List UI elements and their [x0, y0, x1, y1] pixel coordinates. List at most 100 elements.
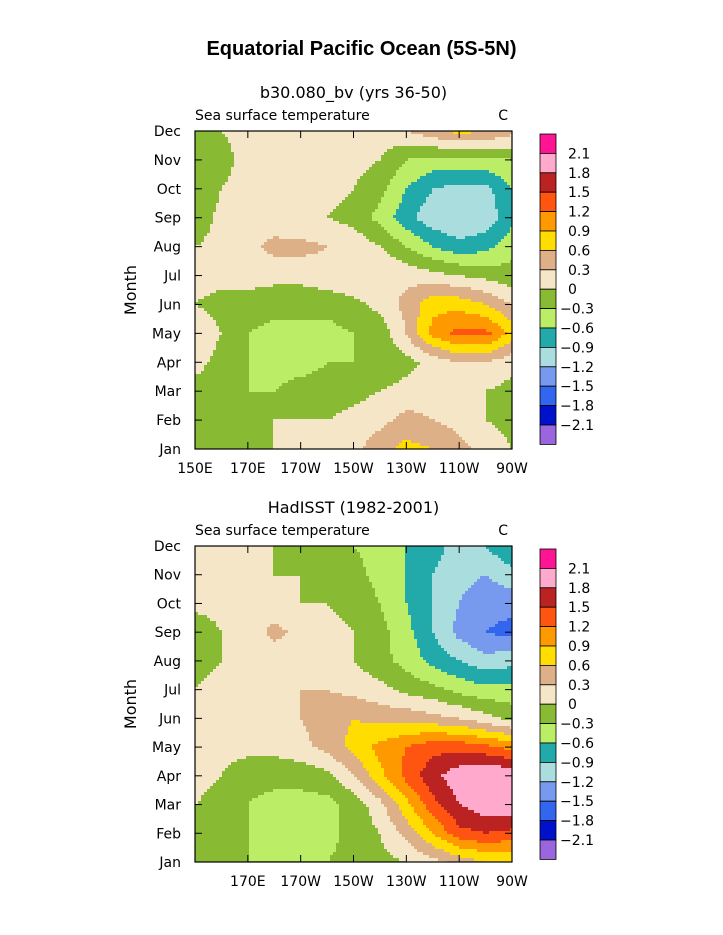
sst-cell [441, 179, 444, 182]
sst-cell [342, 161, 345, 164]
sst-cell [213, 233, 216, 236]
sst-cell [435, 245, 438, 248]
sst-cell [447, 230, 450, 233]
sst-cell [240, 179, 243, 182]
sst-cell [213, 239, 216, 242]
sst-cell [282, 206, 285, 209]
sst-cell [438, 260, 441, 263]
sst-cell [237, 221, 240, 224]
sst-cell [285, 143, 288, 146]
sst-cell [375, 242, 378, 245]
sst-cell [411, 152, 414, 155]
sst-cell [489, 266, 492, 269]
sst-cell [381, 149, 384, 152]
sst-cell [396, 185, 399, 188]
sst-cell [390, 263, 393, 266]
sst-cell [327, 254, 330, 257]
sst-cell [462, 212, 465, 215]
sst-cell [402, 206, 405, 209]
sst-cell [375, 173, 378, 176]
sst-cell [312, 230, 315, 233]
sst-cell [405, 257, 408, 260]
sst-cell [240, 242, 243, 245]
sst-cell [354, 212, 357, 215]
sst-cell [438, 212, 441, 215]
sst-cell [351, 179, 354, 182]
sst-cell [243, 227, 246, 230]
sst-cell [420, 227, 423, 230]
sst-cell [411, 212, 414, 215]
sst-cell [375, 149, 378, 152]
sst-cell [306, 167, 309, 170]
sst-cell [246, 206, 249, 209]
sst-cell [429, 209, 432, 212]
sst-cell [255, 155, 258, 158]
sst-cell [249, 266, 252, 269]
sst-cell [249, 209, 252, 212]
sst-cell [468, 179, 471, 182]
sst-cell [201, 146, 204, 149]
sst-cell [402, 158, 405, 161]
sst-cell [267, 212, 270, 215]
sst-cell [273, 134, 276, 137]
sst-cell [348, 251, 351, 254]
sst-cell [321, 134, 324, 137]
sst-cell [462, 179, 465, 182]
sst-cell [321, 266, 324, 269]
sst-cell [264, 191, 267, 194]
sst-cell [255, 206, 258, 209]
sst-cell [201, 182, 204, 185]
sst-cell [393, 260, 396, 263]
sst-cell [378, 260, 381, 263]
sst-cell [459, 206, 462, 209]
sst-cell [411, 143, 414, 146]
sst-cell [444, 149, 447, 152]
sst-cell [276, 209, 279, 212]
sst-cell [489, 149, 492, 152]
sst-cell [219, 155, 222, 158]
sst-cell [330, 197, 333, 200]
sst-cell [372, 152, 375, 155]
sst-cell [345, 137, 348, 140]
sst-cell [429, 152, 432, 155]
sst-cell [471, 224, 474, 227]
sst-cell [486, 206, 489, 209]
sst-cell [468, 149, 471, 152]
sst-cell [378, 233, 381, 236]
sst-cell [267, 164, 270, 167]
sst-cell [405, 197, 408, 200]
sst-cell [219, 227, 222, 230]
sst-cell [393, 185, 396, 188]
sst-cell [375, 206, 378, 209]
sst-cell [234, 155, 237, 158]
sst-cell [231, 140, 234, 143]
sst-cell [258, 206, 261, 209]
sst-cell [291, 236, 294, 239]
sst-cell [390, 269, 393, 272]
sst-cell [285, 260, 288, 263]
sst-cell [249, 200, 252, 203]
sst-cell [459, 149, 462, 152]
sst-cell [240, 227, 243, 230]
sst-cell [213, 194, 216, 197]
sst-cell [477, 155, 480, 158]
sst-cell [375, 182, 378, 185]
sst-cell [339, 164, 342, 167]
sst-cell [378, 269, 381, 272]
sst-cell [393, 137, 396, 140]
sst-cell [453, 191, 456, 194]
sst-cell [288, 227, 291, 230]
sst-cell [396, 209, 399, 212]
sst-cell [342, 134, 345, 137]
sst-cell [462, 161, 465, 164]
sst-cell [423, 152, 426, 155]
sst-cell [423, 143, 426, 146]
sst-cell [294, 134, 297, 137]
sst-cell [252, 209, 255, 212]
sst-cell [282, 245, 285, 248]
sst-cell [279, 176, 282, 179]
sst-cell [300, 206, 303, 209]
sst-cell [399, 209, 402, 212]
sst-cell [435, 209, 438, 212]
sst-cell [441, 224, 444, 227]
